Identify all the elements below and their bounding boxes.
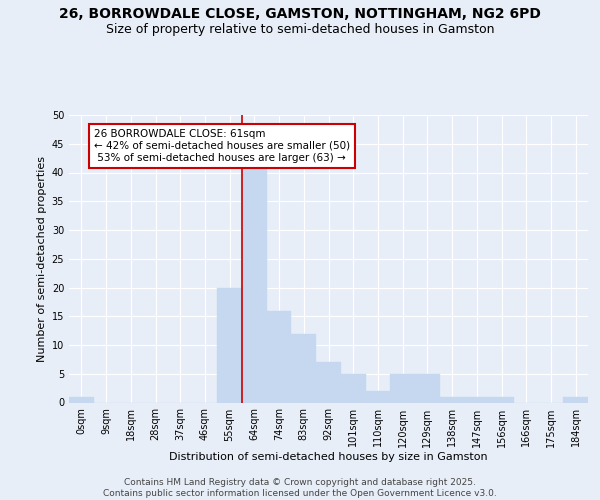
Bar — [415, 374, 440, 402]
Bar — [440, 397, 464, 402]
Text: Contains HM Land Registry data © Crown copyright and database right 2025.
Contai: Contains HM Land Registry data © Crown c… — [103, 478, 497, 498]
Bar — [316, 362, 341, 403]
Bar — [365, 391, 390, 402]
Text: 26, BORROWDALE CLOSE, GAMSTON, NOTTINGHAM, NG2 6PD: 26, BORROWDALE CLOSE, GAMSTON, NOTTINGHA… — [59, 8, 541, 22]
Bar — [267, 310, 292, 402]
Bar — [341, 374, 365, 402]
Bar — [242, 161, 267, 402]
Bar — [489, 397, 514, 402]
Text: 26 BORROWDALE CLOSE: 61sqm
← 42% of semi-detached houses are smaller (50)
 53% o: 26 BORROWDALE CLOSE: 61sqm ← 42% of semi… — [94, 130, 350, 162]
Y-axis label: Number of semi-detached properties: Number of semi-detached properties — [37, 156, 47, 362]
Bar — [563, 397, 588, 402]
Bar — [390, 374, 415, 402]
Text: Size of property relative to semi-detached houses in Gamston: Size of property relative to semi-detach… — [106, 22, 494, 36]
Bar — [69, 397, 94, 402]
Bar — [292, 334, 316, 402]
Bar — [464, 397, 489, 402]
X-axis label: Distribution of semi-detached houses by size in Gamston: Distribution of semi-detached houses by … — [169, 452, 488, 462]
Bar — [217, 288, 242, 403]
